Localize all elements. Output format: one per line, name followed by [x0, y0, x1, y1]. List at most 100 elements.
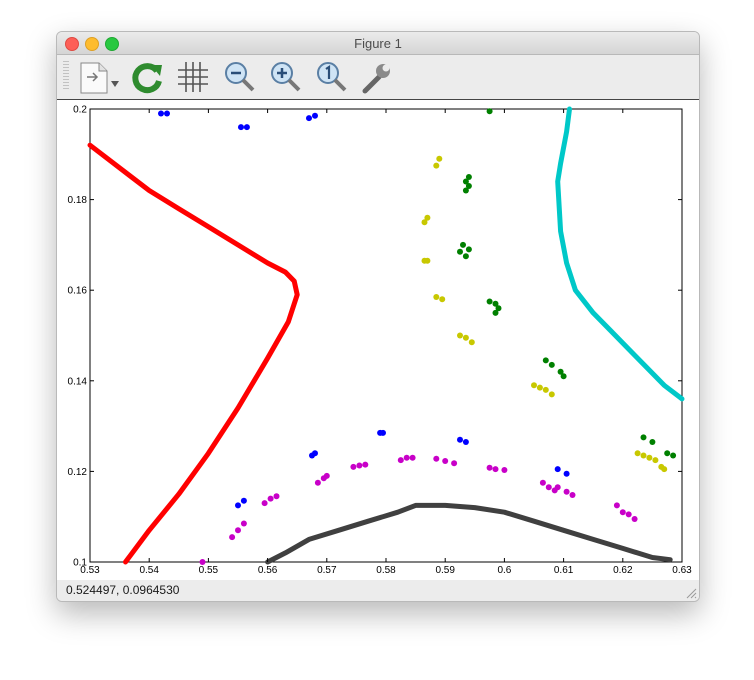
data-point-olive	[421, 219, 428, 226]
scatter-plot[interactable]: 0.53 0.54 0.55 0.56 0.57 0.58 0.59 0.6 0.61 0.62 0…	[57, 100, 699, 580]
title-bar[interactable]: Figure 1	[57, 32, 699, 55]
data-point-magenta	[631, 516, 638, 522]
x-tick-label: 0.61	[554, 565, 574, 576]
data-point-magenta	[451, 460, 458, 467]
data-point-blue	[462, 439, 469, 445]
zoom-in-button[interactable]	[267, 59, 303, 95]
wrench-icon	[362, 64, 390, 94]
data-point-magenta	[235, 527, 241, 534]
status-bar: 0.524497, 0.0964530	[57, 580, 699, 601]
save-menu-button[interactable]	[75, 59, 123, 95]
zoom-out-button[interactable]	[221, 59, 257, 95]
data-point-magenta	[229, 534, 236, 541]
refresh-icon	[132, 63, 162, 94]
x-tick-label: 0.53	[80, 565, 100, 576]
data-point-green	[557, 368, 564, 375]
data-point-blue	[240, 497, 247, 504]
data-point-blue	[380, 429, 386, 436]
x-tick-label: 0.55	[199, 565, 219, 576]
grid-button[interactable]	[175, 59, 211, 95]
data-point-green	[649, 439, 656, 445]
cursor-coordinates: 0.524497, 0.0964530	[66, 583, 180, 597]
data-point-olive	[634, 450, 641, 457]
zoom-reset-button[interactable]	[313, 59, 349, 95]
data-point-blue	[306, 115, 312, 122]
data-point-blue	[554, 466, 561, 473]
data-point-green	[457, 248, 463, 255]
data-point-magenta	[613, 502, 620, 509]
data-point-magenta	[356, 462, 363, 469]
data-point-magenta	[442, 458, 449, 464]
data-point-green	[640, 434, 647, 441]
y-tick-label: 0.1	[73, 558, 87, 569]
data-point-green	[465, 183, 472, 189]
close-window-button[interactable]	[65, 37, 79, 51]
data-point-blue	[563, 470, 570, 477]
data-point-olive	[646, 454, 653, 461]
data-point-green	[492, 300, 499, 307]
data-point-green	[542, 357, 549, 364]
minimize-window-button[interactable]	[85, 37, 99, 51]
data-point-magenta	[409, 454, 416, 461]
grid-icon	[178, 62, 208, 92]
data-point-magenta	[539, 479, 546, 486]
data-point-magenta	[403, 454, 410, 461]
refresh-button[interactable]	[129, 59, 165, 95]
data-point-magenta	[492, 466, 499, 473]
data-point-green	[465, 174, 472, 180]
data-point-magenta	[240, 520, 247, 527]
data-point-olive	[652, 457, 659, 464]
x-tick-label: 0.62	[613, 565, 633, 576]
window-title: Figure 1	[354, 36, 402, 51]
zoom-window-button[interactable]	[105, 37, 119, 51]
data-point-green	[465, 246, 472, 253]
data-point-blue	[164, 110, 170, 117]
data-point-magenta	[397, 457, 404, 464]
data-point-olive	[433, 162, 440, 169]
data-point-blue	[243, 124, 250, 131]
series-cyan-curve	[555, 106, 685, 402]
data-point-olive	[462, 334, 469, 341]
data-point-olive	[457, 332, 463, 339]
toolbar	[57, 55, 699, 99]
data-point-green	[486, 108, 493, 115]
resize-grip-icon[interactable]	[685, 587, 697, 599]
data-point-olive	[548, 391, 555, 398]
data-point-olive	[424, 257, 431, 264]
data-point-magenta	[625, 511, 632, 518]
data-point-green	[664, 450, 671, 457]
data-point-olive	[640, 452, 647, 459]
data-point-green	[486, 298, 493, 305]
data-point-magenta	[486, 464, 493, 471]
data-point-green	[462, 178, 469, 185]
data-point-olive	[542, 386, 549, 393]
data-point-blue	[235, 502, 241, 509]
zoom-out-icon	[225, 62, 255, 92]
data-point-olive	[439, 296, 446, 303]
x-tick-label: 0.54	[139, 565, 159, 576]
figure-window: Figure 1	[56, 31, 700, 602]
data-point-magenta	[619, 509, 626, 516]
data-point-green	[560, 373, 567, 380]
y-tick-label: 0.18	[68, 195, 88, 206]
x-tick-label: 0.63	[672, 565, 692, 576]
data-point-magenta	[261, 500, 268, 507]
data-point-magenta	[323, 472, 330, 479]
data-point-magenta	[362, 461, 369, 468]
data-point-magenta	[350, 463, 357, 470]
data-point-green	[462, 187, 469, 194]
x-tick-label: 0.59	[435, 565, 455, 576]
data-point-magenta	[314, 479, 321, 486]
toolbar-grip[interactable]	[63, 61, 69, 91]
y-tick-label: 0.12	[68, 467, 88, 478]
data-point-blue	[457, 436, 463, 443]
figure-canvas[interactable]: 0.53 0.54 0.55 0.56 0.57 0.58 0.59 0.6 0.61 0.62 0…	[57, 99, 699, 581]
data-point-magenta	[199, 559, 206, 565]
series-red-curve	[87, 142, 300, 565]
save-menu-icon	[80, 62, 119, 94]
data-point-blue	[312, 112, 318, 119]
data-point-magenta	[545, 484, 552, 491]
series-dark-curve	[265, 502, 673, 565]
settings-button[interactable]	[359, 59, 395, 95]
y-tick-label: 0.14	[68, 376, 88, 387]
